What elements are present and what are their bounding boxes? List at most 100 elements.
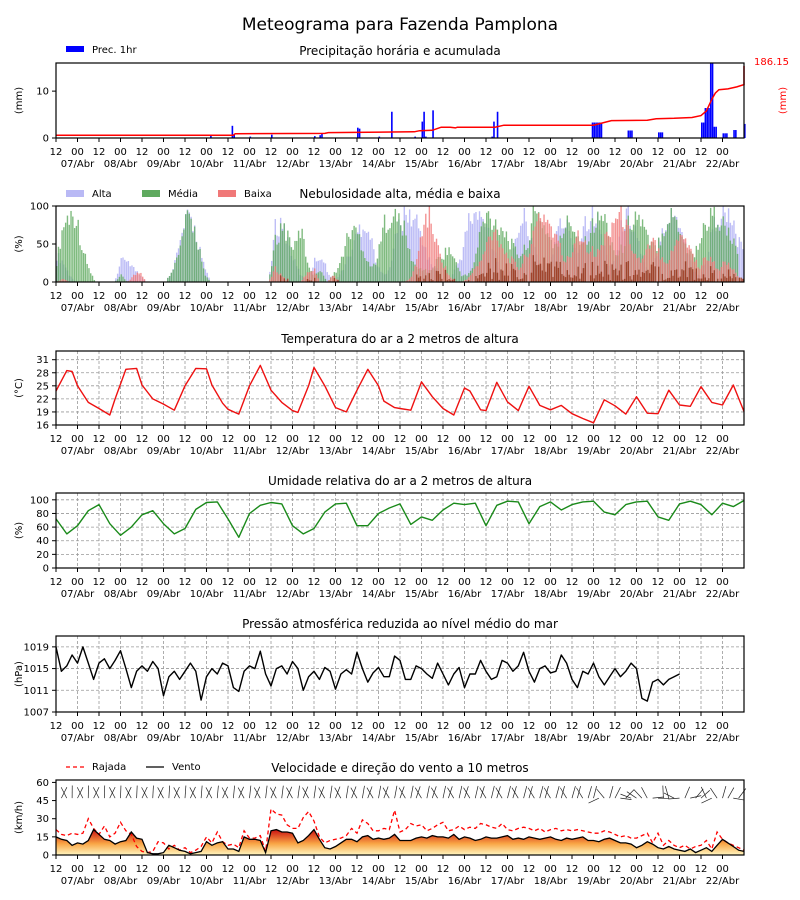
cloud-bar-overlap — [450, 280, 452, 282]
x-tick-label: 00 — [458, 721, 471, 732]
cloud-bar-overlap — [308, 280, 311, 282]
cloud-bar-alta — [521, 223, 524, 282]
cloud-bar-alta — [460, 260, 463, 282]
x-date-label: 20/Abr — [620, 159, 654, 170]
wind-arrow — [555, 786, 560, 799]
cloud-bar-alta — [371, 238, 373, 282]
cloud-bar-media — [355, 227, 357, 282]
cloud-bar-media — [453, 258, 456, 282]
y-tick-label: 60 — [36, 778, 49, 789]
cloud-bar-alta — [120, 258, 122, 282]
x-tick-label: 12 — [609, 291, 622, 302]
x-tick-label: 12 — [351, 291, 364, 302]
x-tick-label: 12 — [179, 577, 192, 588]
cloud-bar-baixa — [717, 269, 719, 282]
cloud-bar-media — [478, 231, 481, 282]
cloud-bar-alta — [414, 218, 416, 282]
cloud-bar-alta — [367, 231, 370, 282]
cloud-bar-media — [348, 236, 350, 282]
cloud-bar-baixa — [606, 231, 608, 282]
cloud-bar-media — [278, 242, 280, 282]
x-tick-label: 12 — [265, 721, 278, 732]
precip-bar — [722, 133, 725, 138]
cloud-bar-media — [192, 232, 194, 282]
cloud-bar-alta — [129, 266, 131, 282]
x-date-label: 10/Abr — [190, 876, 224, 887]
cloud-bar-media — [444, 247, 447, 282]
wind-arrow — [652, 796, 664, 799]
x-date-label: 14/Abr — [362, 733, 396, 744]
cloud-bar-media — [448, 247, 450, 282]
x-tick-label: 12 — [609, 434, 622, 445]
cloud-bar-overlap — [649, 273, 651, 282]
x-date-label: 12/Abr — [276, 876, 310, 887]
cloud-bar-overlap — [641, 272, 644, 282]
cloud-bar-media — [122, 276, 124, 282]
cloud-bar-overlap — [314, 277, 316, 282]
cloud-bar-alta — [475, 212, 477, 282]
cloud-bar-baixa — [643, 255, 646, 282]
wind-arrow — [588, 797, 600, 804]
x-tick-label: 12 — [609, 721, 622, 732]
cloud-bar-overlap — [717, 278, 719, 282]
cloud-bar-baixa — [518, 269, 520, 282]
wind-arrow — [286, 787, 293, 799]
x-date-label: 09/Abr — [147, 733, 181, 744]
cloud-bar-baixa — [464, 279, 466, 282]
cloud-bar-overlap — [631, 279, 633, 282]
cloud-bar-overlap — [598, 273, 601, 282]
x-tick-label: 12 — [351, 864, 364, 875]
cloud-bar-baixa — [584, 240, 586, 282]
precip-bar — [702, 122, 705, 138]
x-date-label: 16/Abr — [448, 589, 482, 600]
x-tick-label: 12 — [523, 864, 536, 875]
cloud-bar-media — [197, 249, 199, 282]
cloud-bar-baixa — [430, 223, 432, 282]
cloud-bar-media — [288, 237, 291, 282]
cloud-bar-baixa — [493, 232, 495, 282]
precip-bar — [425, 136, 427, 138]
cloud-bar-baixa — [446, 273, 448, 282]
cloud-bar-baixa — [668, 259, 671, 282]
cloud-bar-media — [380, 241, 382, 282]
cloud-bar-overlap — [557, 267, 560, 282]
cloud-bar-overlap — [652, 262, 655, 282]
cloud-bar-overlap — [502, 270, 504, 282]
y-tick-label: 31 — [36, 355, 49, 366]
cloud-bar-overlap — [684, 261, 687, 282]
cloud-bar-overlap — [600, 271, 603, 282]
x-tick-label: 00 — [501, 577, 514, 588]
cloud-bar-media — [195, 242, 198, 282]
panel-title: Temperatura do ar a 2 metros de altura — [280, 332, 519, 346]
cloud-bar-baixa — [675, 239, 678, 282]
y-tick-label: 0 — [43, 134, 49, 145]
cloud-bar-media — [706, 230, 708, 282]
cloud-bar-media — [455, 262, 457, 282]
cloud-bar-baixa — [622, 227, 624, 282]
wind-arrow — [334, 787, 342, 799]
precip-bar — [713, 126, 716, 138]
cloud-bar-media — [480, 226, 483, 282]
cloud-bar-media — [84, 253, 87, 282]
wind-arrow — [587, 786, 592, 799]
cloud-bar-media — [73, 228, 76, 282]
cloud-bar-baixa — [722, 261, 724, 282]
cloud-bar-alta — [321, 259, 323, 282]
cloud-bar-overlap — [640, 276, 642, 282]
wind-arrow — [609, 786, 614, 799]
cloud-bar-media — [400, 225, 402, 282]
cloud-bar-overlap — [679, 276, 681, 282]
precip-bar — [631, 130, 633, 138]
cloud-bar-overlap — [306, 278, 309, 282]
precip-bar — [432, 110, 434, 138]
x-tick-label: 12 — [480, 721, 493, 732]
cloud-bar-baixa — [593, 256, 595, 282]
plot-frame — [55, 350, 745, 426]
cloud-bar-overlap — [668, 277, 671, 282]
cloud-bar-media — [59, 248, 61, 282]
cloud-bar-alta — [464, 231, 466, 282]
cloud-bar-baixa — [579, 241, 581, 282]
x-date-label: 20/Abr — [620, 733, 654, 744]
cloud-bar-media — [376, 258, 379, 282]
x-tick-label: 12 — [179, 864, 192, 875]
